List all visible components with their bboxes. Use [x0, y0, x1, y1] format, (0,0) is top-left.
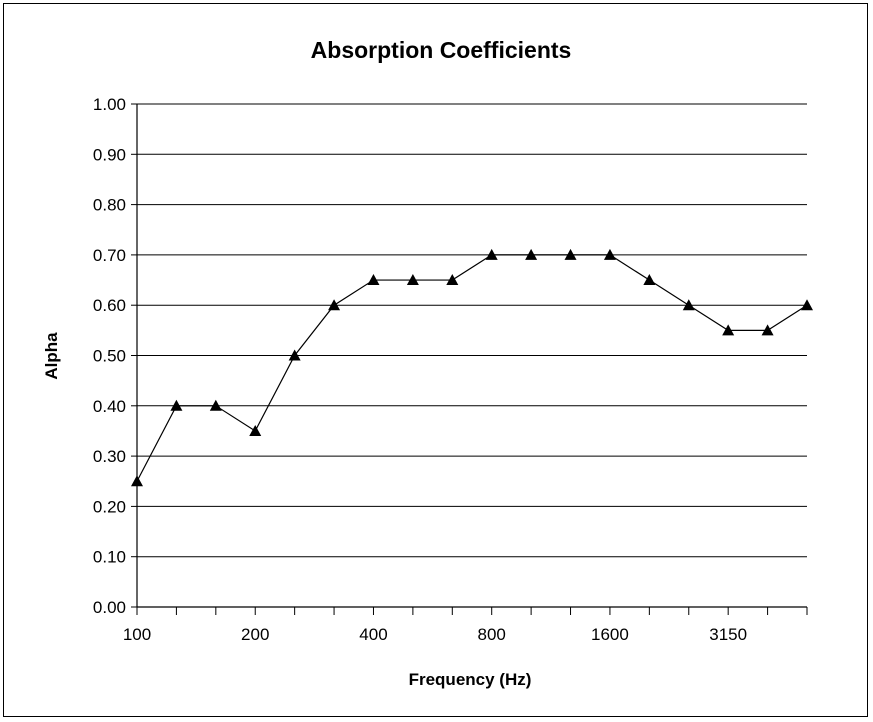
- y-tick-label: 0.00: [93, 598, 126, 617]
- data-point-marker: [643, 274, 656, 286]
- data-point-marker: [761, 324, 774, 336]
- y-tick-label: 0.30: [93, 447, 126, 466]
- data-point-marker: [682, 299, 695, 311]
- y-tick-label: 0.90: [93, 145, 126, 164]
- data-point-marker: [131, 475, 143, 487]
- x-axis-label: Frequency (Hz): [409, 670, 532, 689]
- data-point-marker: [328, 299, 341, 311]
- data-point-marker: [209, 399, 222, 411]
- y-axis-label: Alpha: [42, 332, 61, 380]
- data-point-marker: [170, 399, 183, 411]
- data-point-marker: [485, 248, 498, 260]
- data-point-marker: [367, 274, 380, 286]
- y-tick-label: 1.00: [93, 95, 126, 114]
- x-tick-label: 1600: [591, 625, 629, 644]
- y-tick-label: 0.10: [93, 548, 126, 567]
- data-point-marker: [249, 424, 262, 436]
- x-tick-label: 200: [241, 625, 269, 644]
- x-tick-label: 100: [123, 625, 151, 644]
- data-point-marker: [801, 299, 813, 311]
- data-point-marker: [288, 349, 301, 361]
- data-point-marker: [446, 274, 459, 286]
- y-tick-label: 0.80: [93, 196, 126, 215]
- data-point-marker: [722, 324, 735, 336]
- x-tick-label: 400: [359, 625, 387, 644]
- data-point-marker: [603, 248, 616, 260]
- y-tick-label: 0.50: [93, 347, 126, 366]
- chart-title: Absorption Coefficients: [311, 37, 572, 63]
- x-tick-label: 800: [478, 625, 506, 644]
- y-tick-label: 0.20: [93, 497, 126, 516]
- y-tick-label: 0.40: [93, 397, 126, 416]
- x-tick-label: 3150: [709, 625, 747, 644]
- data-point-marker: [525, 248, 538, 260]
- data-point-marker: [564, 248, 577, 260]
- y-tick-label: 0.70: [93, 246, 126, 265]
- y-tick-label: 0.60: [93, 296, 126, 315]
- data-point-marker: [406, 274, 419, 286]
- series-line: [136, 254, 808, 482]
- chart-frame: [3, 3, 868, 717]
